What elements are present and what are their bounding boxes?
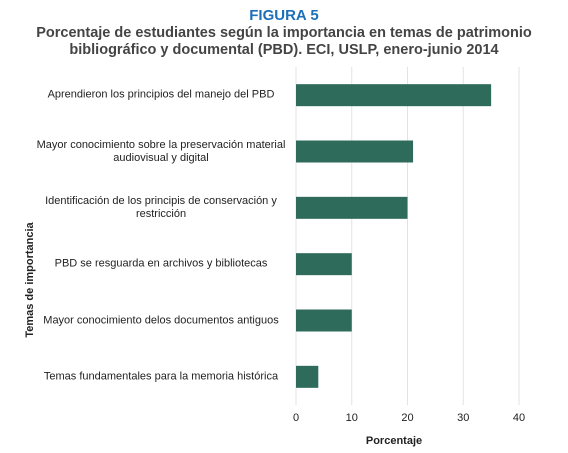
x-tick-label: 20 — [401, 412, 413, 424]
x-axis-label: Porcentaje — [366, 435, 422, 447]
bar — [296, 253, 352, 276]
chart-subtitle: Porcentaje de estudiantes según la impor… — [36, 25, 532, 58]
y-tick-label: Mayor conocimiento sobre la preservación… — [36, 138, 286, 164]
x-tick-label: 40 — [513, 412, 525, 424]
y-axis-label: Temas de importancia — [24, 221, 36, 337]
chart-title: FIGURA 5 — [249, 7, 319, 24]
x-tick-label: 0 — [293, 412, 299, 424]
bar — [296, 140, 414, 163]
y-tick-label: Identificación de los principis de conse… — [45, 194, 277, 220]
x-tick-label: 10 — [346, 412, 358, 424]
y-tick-label: Mayor conocimiento delos documentos anti… — [43, 314, 279, 326]
bar — [296, 309, 352, 332]
bar — [296, 84, 492, 107]
y-tick-label: PBD se resguarda en archivos y bibliotec… — [54, 257, 268, 270]
bar — [296, 365, 319, 388]
bar — [296, 196, 408, 219]
x-tick-label: 30 — [457, 412, 469, 424]
y-tick-label: Temas fundamentales para la memoria hist… — [43, 370, 279, 383]
y-tick-label: Aprendieron los principios del manejo de… — [47, 88, 275, 101]
